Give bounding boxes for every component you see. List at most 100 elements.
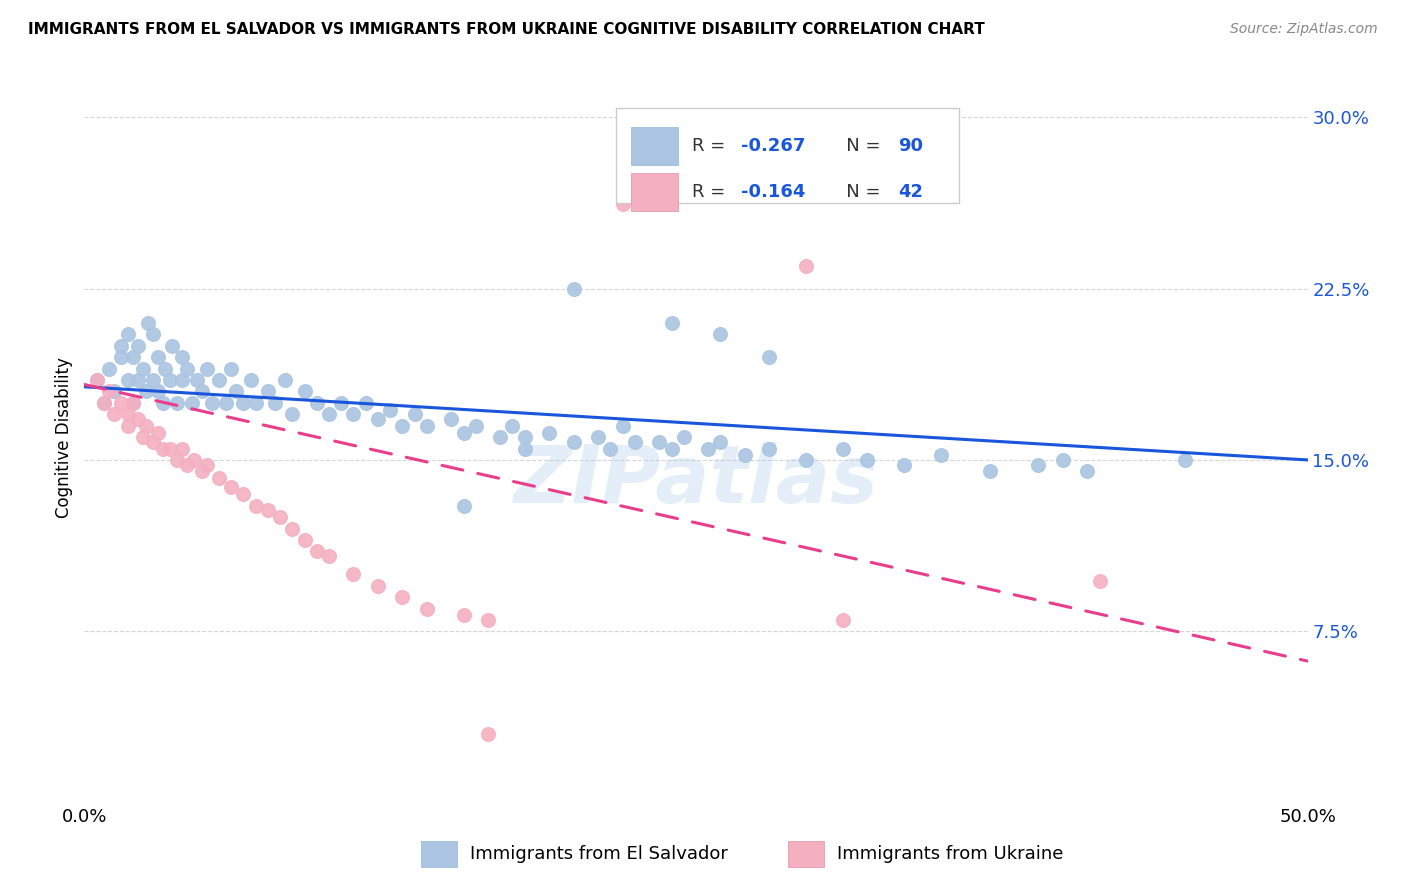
- Point: [103, 384, 125, 399]
- Point: [127, 412, 149, 426]
- Bar: [631, 172, 678, 211]
- Point: [305, 544, 328, 558]
- Point: [391, 418, 413, 433]
- Point: [367, 579, 389, 593]
- Point: [624, 434, 647, 449]
- Point: [117, 373, 139, 387]
- Point: [127, 373, 149, 387]
- Point: [893, 458, 915, 472]
- Point: [354, 396, 377, 410]
- Point: [200, 396, 222, 410]
- Point: [453, 499, 475, 513]
- Point: [257, 503, 280, 517]
- Point: [294, 384, 316, 399]
- Point: [929, 449, 952, 463]
- Text: N =: N =: [830, 137, 887, 155]
- Point: [146, 350, 169, 364]
- Point: [453, 425, 475, 440]
- Point: [191, 464, 214, 478]
- Point: [146, 384, 169, 399]
- Point: [97, 361, 120, 376]
- Point: [186, 373, 208, 387]
- Text: Immigrants from Ukraine: Immigrants from Ukraine: [837, 845, 1063, 863]
- Point: [232, 487, 254, 501]
- Point: [208, 471, 231, 485]
- Point: [477, 727, 499, 741]
- Text: R =: R =: [692, 137, 731, 155]
- Point: [110, 396, 132, 410]
- Point: [342, 407, 364, 421]
- Point: [181, 396, 204, 410]
- Point: [132, 430, 155, 444]
- Text: Immigrants from El Salvador: Immigrants from El Salvador: [470, 845, 727, 863]
- Text: ZIPatlas: ZIPatlas: [513, 442, 879, 520]
- Point: [117, 407, 139, 421]
- Point: [513, 442, 536, 456]
- Point: [1052, 453, 1074, 467]
- Point: [117, 418, 139, 433]
- Point: [245, 499, 267, 513]
- Text: -0.164: -0.164: [741, 183, 806, 201]
- Point: [172, 373, 194, 387]
- Point: [159, 373, 181, 387]
- Point: [208, 373, 231, 387]
- Point: [709, 327, 731, 342]
- Point: [648, 434, 671, 449]
- Bar: [420, 841, 457, 867]
- Point: [1076, 464, 1098, 478]
- Point: [281, 521, 304, 535]
- Point: [264, 396, 287, 410]
- Point: [599, 442, 621, 456]
- Point: [758, 442, 780, 456]
- Point: [274, 373, 297, 387]
- Point: [477, 613, 499, 627]
- Point: [586, 430, 609, 444]
- Point: [245, 396, 267, 410]
- Point: [856, 453, 879, 467]
- Point: [1088, 574, 1111, 588]
- Point: [562, 281, 585, 295]
- Point: [489, 430, 512, 444]
- Point: [86, 373, 108, 387]
- Text: -0.267: -0.267: [741, 137, 806, 155]
- Point: [661, 442, 683, 456]
- Point: [1028, 458, 1050, 472]
- Text: 42: 42: [898, 183, 922, 201]
- Point: [1174, 453, 1197, 467]
- Point: [110, 338, 132, 352]
- Text: Source: ZipAtlas.com: Source: ZipAtlas.com: [1230, 22, 1378, 37]
- Point: [562, 434, 585, 449]
- Point: [219, 480, 242, 494]
- Point: [697, 442, 720, 456]
- Point: [103, 407, 125, 421]
- Point: [183, 453, 205, 467]
- Point: [152, 442, 174, 456]
- Text: R =: R =: [692, 183, 731, 201]
- Point: [86, 373, 108, 387]
- Bar: [631, 127, 678, 165]
- Point: [122, 396, 145, 410]
- Point: [166, 453, 188, 467]
- Point: [122, 350, 145, 364]
- Point: [831, 442, 853, 456]
- Point: [146, 425, 169, 440]
- Point: [225, 384, 247, 399]
- Point: [831, 613, 853, 627]
- Point: [513, 430, 536, 444]
- Point: [110, 350, 132, 364]
- Y-axis label: Cognitive Disability: Cognitive Disability: [55, 357, 73, 517]
- Point: [142, 373, 165, 387]
- FancyBboxPatch shape: [616, 108, 959, 203]
- Point: [136, 316, 159, 330]
- Point: [232, 396, 254, 410]
- Point: [191, 384, 214, 399]
- Point: [176, 458, 198, 472]
- Point: [440, 412, 463, 426]
- Point: [979, 464, 1001, 478]
- Point: [453, 608, 475, 623]
- Point: [152, 396, 174, 410]
- Point: [93, 396, 115, 410]
- Text: 90: 90: [898, 137, 922, 155]
- Bar: [787, 841, 824, 867]
- Point: [219, 361, 242, 376]
